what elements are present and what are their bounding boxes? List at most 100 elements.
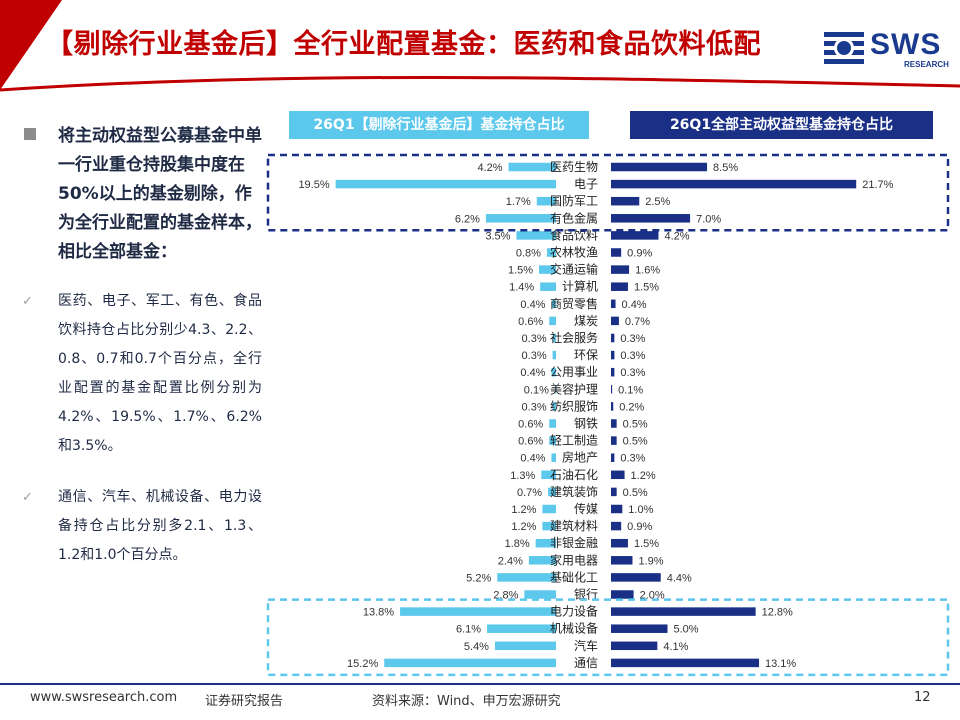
right-bar <box>611 333 615 343</box>
left-bar <box>516 231 556 240</box>
right-bar <box>611 162 708 172</box>
left-bar <box>485 214 556 223</box>
page-title: 【剔除行业基金后】全行业配置基金：医药和食品饮料低配 <box>46 29 761 60</box>
right-data-label: 0.2% <box>619 401 644 413</box>
category-label: 计算机 <box>562 279 598 294</box>
category-label: 社会服务 <box>550 330 598 345</box>
left-bar <box>335 179 556 189</box>
right-bar <box>611 624 668 633</box>
left-bar <box>552 333 556 343</box>
main-bullet: 将主动权益型公募基金中单一行业重仓持股集中度在50%以上的基金剔除，作为全行业配… <box>22 122 262 267</box>
category-label: 电子 <box>574 177 598 191</box>
left-data-label: 0.6% <box>518 419 543 431</box>
main-bullet-text: 将主动权益型公募基金中单一行业重仓持股集中度在50%以上的基金剔除，作为全行业配… <box>58 126 262 262</box>
category-label: 纺织服饰 <box>550 399 598 413</box>
right-bar <box>611 538 628 548</box>
square-bullet-icon <box>24 128 36 140</box>
right-bar <box>611 231 659 240</box>
category-label: 家用电器 <box>550 552 598 567</box>
category-label: 有色金属 <box>550 210 598 225</box>
right-data-label: 7.0% <box>696 213 721 225</box>
category-label: 电力设备 <box>550 605 598 619</box>
right-data-label: 1.5% <box>634 282 659 294</box>
category-label: 建筑装饰 <box>550 484 598 499</box>
category-label: 农林牧渔 <box>550 246 598 260</box>
right-bar <box>611 641 658 651</box>
right-data-label: 12.8% <box>762 607 793 619</box>
right-bar <box>611 487 617 497</box>
left-data-label: 1.7% <box>506 196 531 208</box>
right-bar <box>611 658 760 668</box>
left-data-label: 6.2% <box>455 213 480 225</box>
left-bar <box>494 641 556 651</box>
right-data-label: 1.2% <box>631 470 656 482</box>
right-bar <box>611 521 622 531</box>
title-bar-decoration <box>0 0 960 92</box>
title-underline-curve <box>0 75 960 92</box>
left-data-label: 1.2% <box>511 521 536 533</box>
left-data-label: 1.5% <box>508 265 533 277</box>
left-bar <box>487 624 556 633</box>
category-label: 钢铁 <box>574 417 598 431</box>
right-bar <box>611 436 617 445</box>
category-label: 环保 <box>574 348 598 362</box>
left-bar <box>551 367 556 377</box>
footer-website[interactable]: www.swsresearch.com <box>30 690 178 705</box>
left-data-label: 0.3% <box>522 333 547 345</box>
left-data-label: 6.1% <box>456 624 481 636</box>
category-label: 传媒 <box>574 501 598 516</box>
highlight-box-overweight <box>266 598 950 677</box>
left-bar <box>554 385 556 394</box>
logo-text: SWS <box>870 28 942 61</box>
sub-bullet-text: 通信、汽车、机械设备、电力设备持仓占比分别多2.1、1.3、1.2和1.0个百分… <box>58 489 262 563</box>
right-data-label: 4.1% <box>663 641 688 653</box>
right-bar <box>611 299 616 309</box>
left-data-label: 0.1% <box>524 384 549 396</box>
corner-triangle-accent <box>0 0 62 90</box>
left-series-header: 26Q1【剔除行业基金后】基金持仓占比 <box>289 111 589 139</box>
category-label: 机械设备 <box>550 621 598 636</box>
left-bar <box>384 658 556 668</box>
right-bar <box>611 214 691 223</box>
left-bar <box>549 316 556 326</box>
right-data-label: 0.7% <box>625 316 650 328</box>
category-label: 商贸零售 <box>550 296 598 311</box>
right-bar <box>611 504 623 514</box>
right-data-label: 0.3% <box>620 333 645 345</box>
left-bar <box>541 470 556 480</box>
left-bar <box>528 556 556 565</box>
footer-source: 资料来源：Wind、申万宏源研究 <box>372 694 561 709</box>
category-label: 医药生物 <box>550 160 598 174</box>
right-bar <box>611 350 615 360</box>
left-data-label: 0.3% <box>522 350 547 362</box>
left-data-label: 3.5% <box>485 230 510 242</box>
right-data-label: 0.9% <box>627 521 652 533</box>
category-label: 美容护理 <box>550 381 598 396</box>
left-data-label: 4.2% <box>477 162 502 174</box>
right-data-label: 5.0% <box>674 624 699 636</box>
right-data-label: 2.5% <box>645 196 670 208</box>
left-data-label: 0.6% <box>518 436 543 448</box>
right-data-label: 1.0% <box>628 504 653 516</box>
category-label: 建筑材料 <box>550 518 598 533</box>
highlight-box-underweight <box>266 153 950 232</box>
right-bar <box>611 316 619 326</box>
check-icon: ✓ <box>22 490 33 505</box>
left-bar <box>552 350 556 360</box>
left-bar <box>535 538 556 548</box>
right-bar <box>611 556 633 565</box>
left-data-label: 0.4% <box>520 453 545 465</box>
sub-bullet: ✓ 通信、汽车、机械设备、电力设备持仓占比分别多2.1、1.3、1.2和1.0个… <box>22 483 262 570</box>
left-data-label: 1.3% <box>510 470 535 482</box>
category-label: 银行 <box>574 588 598 602</box>
left-bar <box>508 162 556 172</box>
right-data-label: 21.7% <box>862 179 893 191</box>
category-label: 基础化工 <box>550 570 598 584</box>
right-bar <box>611 179 857 189</box>
right-bar <box>611 265 630 274</box>
right-bar <box>611 282 628 291</box>
right-bar <box>611 367 615 377</box>
right-bar <box>611 607 756 616</box>
sws-logo-icon <box>824 32 864 64</box>
right-data-label: 4.2% <box>664 230 689 242</box>
